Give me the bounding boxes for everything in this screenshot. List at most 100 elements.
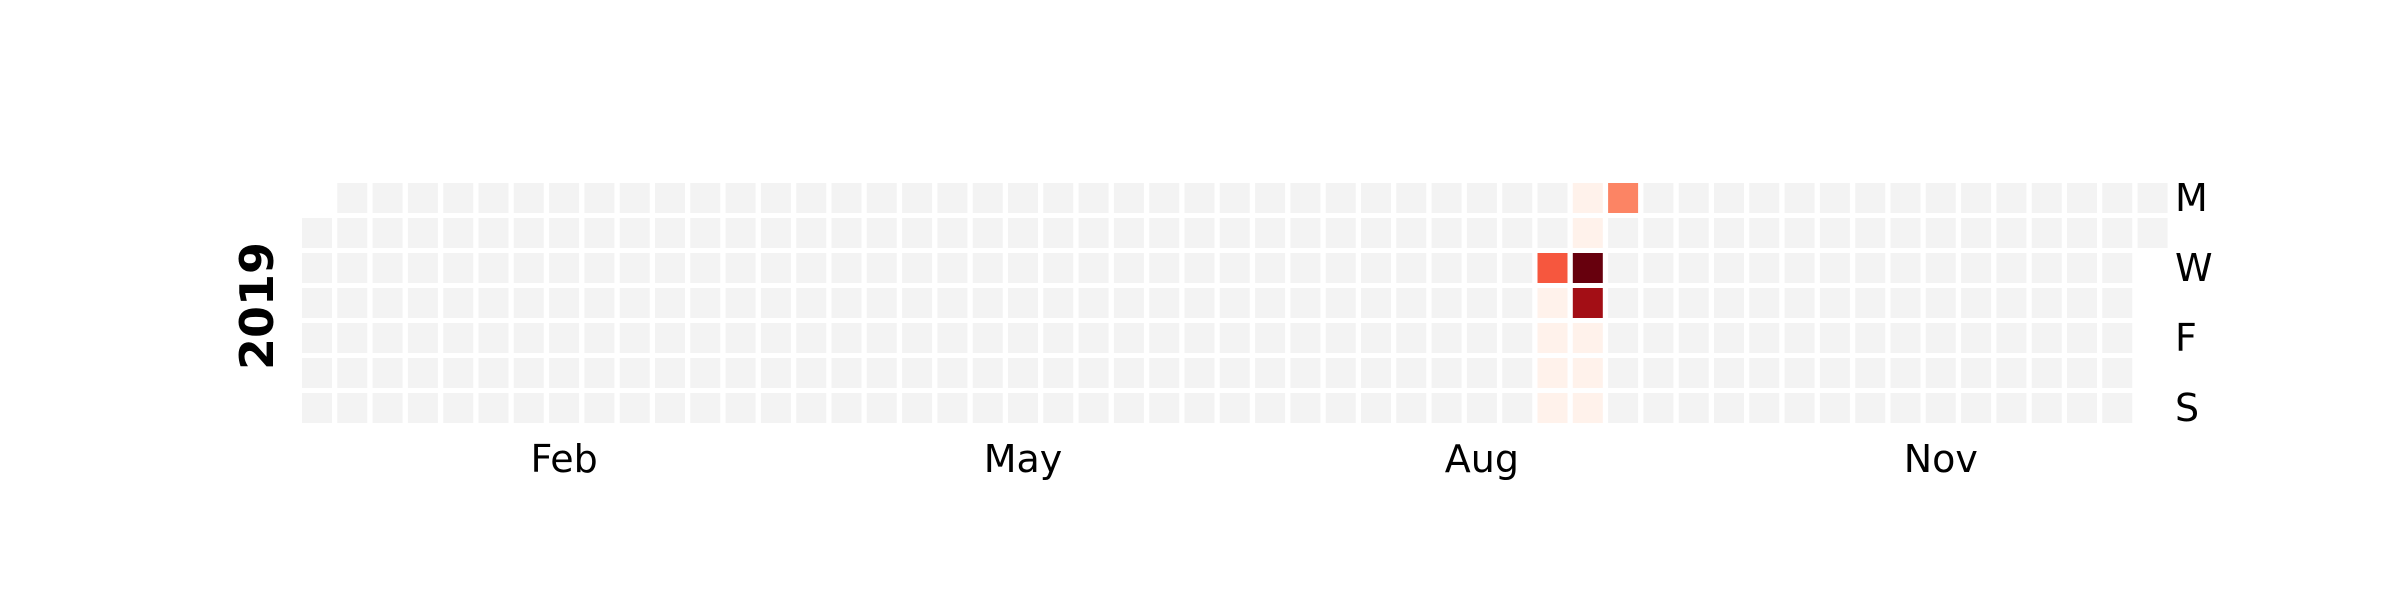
heatmap-cell (1608, 253, 1639, 283)
heatmap-cell-active (1608, 183, 1639, 213)
heatmap-cell (866, 253, 897, 283)
heatmap-cell (513, 218, 544, 248)
heatmap-cell (549, 358, 580, 388)
heatmap-cell (1255, 288, 1286, 318)
heatmap-cell (760, 218, 791, 248)
heatmap-cell (2031, 323, 2062, 353)
heatmap-cell (690, 288, 721, 318)
heatmap-cell (513, 288, 544, 318)
heatmap-cell (1608, 288, 1639, 318)
heatmap-cell (866, 183, 897, 213)
heatmap-cell (1255, 393, 1286, 423)
heatmap-cell-active (1537, 393, 1568, 423)
heatmap-cell (1361, 253, 1391, 283)
heatmap-cell (1255, 358, 1286, 388)
heatmap-cell (407, 288, 438, 318)
heatmap-cell (372, 218, 403, 248)
heatmap-cell (1925, 393, 1956, 423)
heatmap-cell (443, 218, 474, 248)
heatmap-cell (1819, 393, 1850, 423)
heatmap-cell (1784, 323, 1815, 353)
heatmap-cell (1855, 183, 1886, 213)
heatmap-cell (1714, 253, 1744, 283)
heatmap-cell (1078, 358, 1109, 388)
heatmap-cell (513, 183, 544, 213)
heatmap-cell (1996, 323, 2027, 353)
heatmap-cells (302, 183, 2168, 423)
heatmap-cell (302, 253, 332, 283)
heatmap-cell (337, 253, 368, 283)
heatmap-cell (2067, 288, 2097, 318)
heatmap-cell (407, 253, 438, 283)
heatmap-cell (1290, 358, 1321, 388)
heatmap-cell (1890, 183, 1921, 213)
heatmap-cell (549, 288, 580, 318)
heatmap-cell (443, 393, 474, 423)
heatmap-cell (1255, 183, 1286, 213)
heatmap-cell (1219, 253, 1250, 283)
heatmap-cell (619, 393, 650, 423)
heatmap-cell (1431, 288, 1462, 318)
heatmap-cell (2102, 288, 2133, 318)
heatmap-cell (478, 218, 509, 248)
heatmap-cell (549, 218, 580, 248)
heatmap-cell (1784, 218, 1815, 248)
heatmap-cell (1855, 218, 1886, 248)
heatmap-cell (1537, 218, 1568, 248)
heatmap-cell (513, 393, 544, 423)
heatmap-cell (902, 183, 933, 213)
heatmap-cell-active (1572, 288, 1603, 318)
heatmap-cell (902, 323, 933, 353)
heatmap-cell (1855, 358, 1886, 388)
heatmap-cell (1890, 253, 1921, 283)
heatmap-cell (831, 393, 862, 423)
month-label: Nov (1904, 437, 1978, 481)
heatmap-cell (1361, 218, 1391, 248)
heatmap-cell (1325, 358, 1356, 388)
heatmap-cell (337, 288, 368, 318)
heatmap-cell (372, 393, 403, 423)
heatmap-cell (1149, 393, 1180, 423)
heatmap-cell (1961, 393, 1992, 423)
heatmap-cell (1396, 323, 1427, 353)
heatmap-cell (1678, 183, 1709, 213)
heatmap-cell (690, 253, 721, 283)
heatmap-cell (937, 393, 968, 423)
heatmap-cell (1431, 218, 1462, 248)
heatmap-cell (690, 323, 721, 353)
heatmap-cell (1855, 393, 1886, 423)
heatmap-cell (1184, 393, 1215, 423)
heatmap-cell (1113, 183, 1144, 213)
heatmap-cell (725, 183, 756, 213)
heatmap-cell (1855, 288, 1886, 318)
heatmap-cell (1396, 288, 1427, 318)
heatmap-cell-active (1537, 288, 1568, 318)
heatmap-cell (1184, 358, 1215, 388)
heatmap-cell (690, 358, 721, 388)
heatmap-cell (972, 218, 1003, 248)
heatmap-cell (1078, 253, 1109, 283)
heatmap-cell (443, 183, 474, 213)
heatmap-cell (1502, 253, 1533, 283)
year-label: 2019 (230, 242, 284, 370)
heatmap-cell (902, 253, 933, 283)
heatmap-cell (1961, 358, 1992, 388)
heatmap-cell (1890, 358, 1921, 388)
heatmap-cell (831, 323, 862, 353)
heatmap-cell (1396, 358, 1427, 388)
heatmap-cell (937, 218, 968, 248)
heatmap-cell (1996, 253, 2027, 283)
heatmap-cell (2102, 218, 2133, 248)
heatmap-cell (1996, 183, 2027, 213)
heatmap-cell (1502, 393, 1533, 423)
heatmap-cell (796, 323, 827, 353)
heatmap-cell (796, 218, 827, 248)
heatmap-cell (972, 183, 1003, 213)
heatmap-cell (513, 253, 544, 283)
heatmap-cell (972, 358, 1003, 388)
heatmap-cell (1431, 393, 1462, 423)
heatmap-cell (760, 288, 791, 318)
heatmap-cell (584, 183, 615, 213)
heatmap-cell (302, 288, 332, 318)
heatmap-cell (1466, 358, 1497, 388)
